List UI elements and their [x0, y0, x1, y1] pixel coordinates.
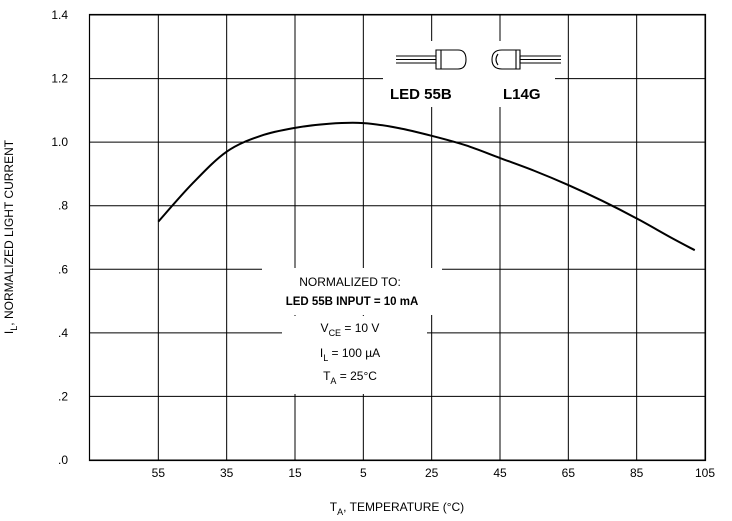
l14g-icon — [491, 49, 561, 70]
note-normalized-to: NORMALIZED TO: — [299, 275, 401, 289]
y-tick-label: 1.2 — [51, 72, 68, 86]
note-input: LED 55B INPUT = 10 mA — [286, 296, 419, 308]
note-ta: TA = 25°C — [323, 369, 377, 386]
x-axis-title: TA, TEMPERATURE (°C) — [330, 500, 464, 517]
y-tick-label: .8 — [58, 199, 68, 213]
note-mask-top — [262, 268, 442, 315]
y-tick-label: .6 — [58, 262, 68, 276]
x-tick-label: 45 — [493, 466, 507, 480]
plot-frame — [88, 13, 707, 462]
device-mask — [383, 41, 555, 107]
device-label-led-55b: LED 55B — [390, 86, 452, 103]
y-tick-label: .0 — [58, 453, 68, 467]
x-tick-label: 5 — [360, 466, 367, 480]
y-tick-label: 1.0 — [51, 135, 68, 149]
note-vce: VCE = 10 V — [321, 321, 380, 338]
series-line — [157, 121, 696, 252]
y-tick-label: .2 — [58, 389, 68, 403]
x-tick-label: 25 — [425, 466, 439, 480]
x-tick-labels: 55 35 15 5 25 45 65 85 105 — [152, 466, 716, 480]
x-tick-label: 15 — [288, 466, 302, 480]
y-tick-label: 1.4 — [51, 8, 68, 22]
note-mask-bottom — [282, 316, 427, 394]
y-axis-title: IL, NORMALIZED LIGHT CURRENT — [2, 139, 19, 334]
x-tick-label: 35 — [220, 466, 234, 480]
x-tick-label: 65 — [562, 466, 576, 480]
x-tick-label: 85 — [630, 466, 644, 480]
device-label-l14g: L14G — [503, 86, 541, 103]
y-tick-labels: .0 .2 .4 .6 .8 1.0 1.2 1.4 — [51, 8, 68, 467]
led-55b-icon — [396, 49, 467, 70]
x-tick-label: 105 — [695, 466, 715, 480]
y-tick-label: .4 — [58, 326, 68, 340]
x-tick-label: 55 — [152, 466, 166, 480]
note-il: IL = 100 µA — [320, 346, 380, 363]
